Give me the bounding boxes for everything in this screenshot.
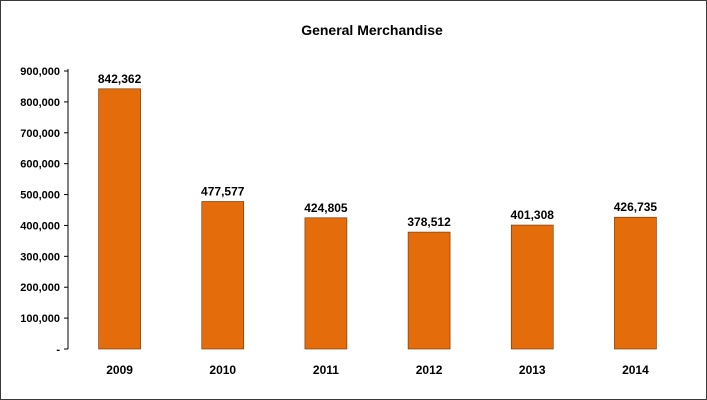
- y-tick-label: -: [56, 344, 60, 356]
- bars: [98, 88, 657, 350]
- chart-title: General Merchandise: [301, 22, 443, 38]
- bar-2011: [304, 217, 348, 350]
- data-label-2009: 842,362: [98, 72, 142, 86]
- bar-2014: [614, 216, 657, 350]
- x-axis: 2009 2010 2011 2012 2013 2014: [106, 363, 649, 377]
- plot-area: - 100,000 200,000 300,000 400,000 500,000 600,…: [20, 66, 657, 377]
- bar-2009: [98, 88, 141, 350]
- y-tick-label: 700,000: [20, 128, 60, 140]
- y-tick-label: 600,000: [20, 159, 60, 171]
- y-tick-label: 800,000: [20, 97, 60, 109]
- x-tick-label: 2010: [209, 363, 236, 377]
- bar-2012: [407, 231, 451, 350]
- bar-2013: [510, 224, 554, 350]
- x-tick-label: 2009: [106, 363, 133, 377]
- bar-2010: [201, 201, 245, 350]
- y-tick-label: 400,000: [20, 220, 60, 232]
- y-tick-label: 900,000: [20, 66, 60, 78]
- y-tick-label: 100,000: [20, 313, 60, 325]
- y-tick-label: 300,000: [20, 251, 60, 263]
- y-tick-label: 500,000: [20, 190, 60, 202]
- x-tick-label: 2014: [622, 363, 649, 377]
- y-axis: - 100,000 200,000 300,000 400,000 500,000 600,…: [20, 66, 68, 356]
- data-label-2010: 477,577: [201, 184, 245, 198]
- x-tick-label: 2012: [416, 363, 443, 377]
- x-tick-label: 2013: [519, 363, 546, 377]
- x-tick-label: 2011: [313, 363, 339, 377]
- data-labels: 842,362 477,577 424,805 378,512 401,308 426,7…: [98, 72, 658, 229]
- data-label-2012: 378,512: [407, 215, 451, 229]
- data-label-2011: 424,805: [304, 201, 348, 215]
- y-tick-label: 200,000: [20, 282, 60, 294]
- data-label-2014: 426,735: [614, 200, 658, 214]
- data-label-2013: 401,308: [511, 208, 555, 222]
